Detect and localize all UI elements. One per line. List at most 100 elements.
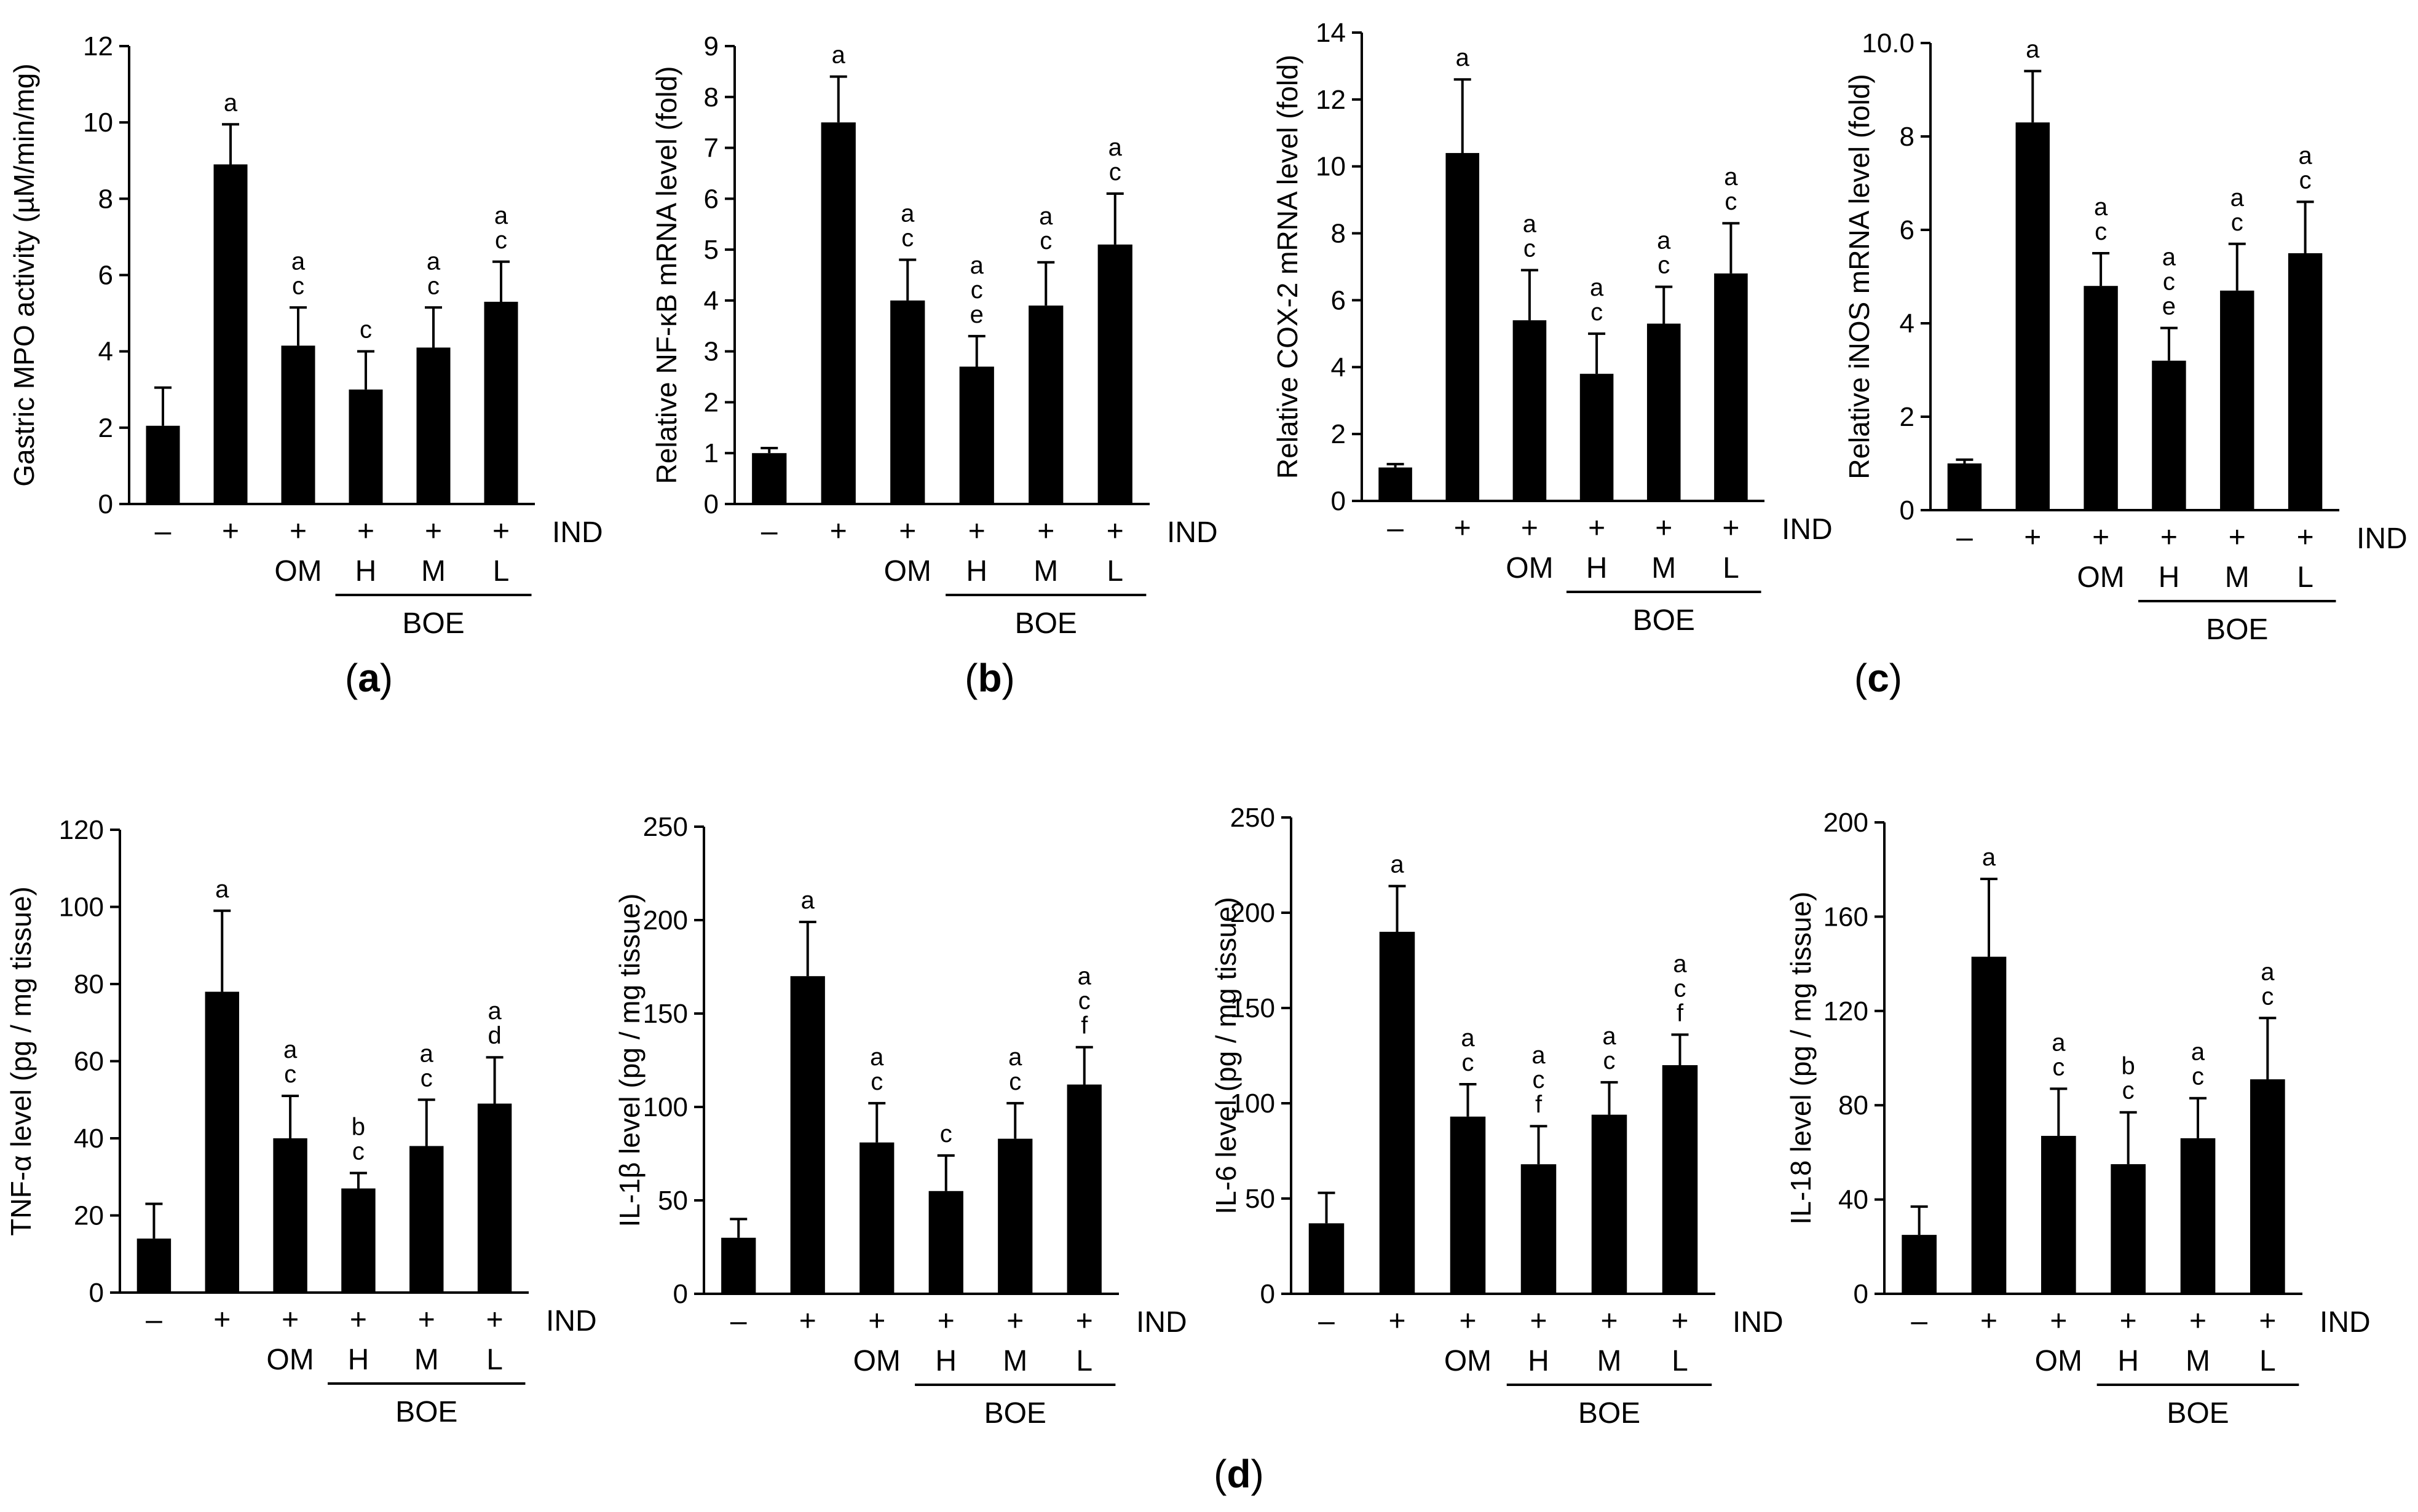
y-tick-label: 7 — [704, 133, 719, 163]
category-label: + — [968, 515, 986, 548]
y-tick-label: 150 — [643, 999, 688, 1029]
category-label: + — [425, 515, 442, 548]
y-tick-label: 6 — [98, 261, 113, 291]
bar — [1947, 463, 1982, 510]
y-tick-label: 250 — [1230, 803, 1275, 833]
category-label: + — [492, 515, 510, 548]
bar — [1445, 152, 1480, 501]
y-tick-label: 1 — [704, 438, 719, 468]
y-tick-label: 120 — [1823, 996, 1868, 1026]
category-label: + — [213, 1304, 231, 1336]
sub-label: M — [421, 555, 446, 588]
sub-label: OM — [884, 555, 931, 588]
category-label: + — [2024, 521, 2041, 554]
y-axis-title: Relative NF-κB mRNA level (fold) — [650, 66, 682, 484]
significance-letter: c — [901, 225, 914, 252]
significance-letter: c — [1590, 299, 1603, 326]
significance-letter: c — [352, 1138, 365, 1165]
bar — [2250, 1079, 2285, 1294]
bar — [2220, 290, 2254, 510]
significance-letter: a — [2230, 184, 2245, 211]
bar — [790, 976, 825, 1294]
bar — [1450, 1116, 1486, 1294]
treatment-label: IND — [1136, 1306, 1187, 1339]
bar — [349, 389, 383, 504]
category-label: + — [2229, 521, 2246, 554]
category-label: + — [1076, 1305, 1093, 1337]
significance-letter: c — [1674, 975, 1686, 1002]
category-label: – — [1318, 1305, 1335, 1337]
bar — [859, 1142, 895, 1294]
y-tick-label: 4 — [1331, 352, 1346, 382]
significance-letter: c — [292, 272, 304, 299]
y-axis-title: Gastric MPO activity (µM/min/mg) — [8, 63, 40, 486]
y-tick-label: 200 — [1230, 898, 1275, 928]
category-label: + — [1107, 515, 1124, 548]
significance-letter: a — [2191, 1039, 2205, 1066]
sub-label: L — [2297, 561, 2313, 594]
significance-letter: e — [2162, 293, 2176, 320]
y-tick-label: 0 — [98, 489, 113, 519]
y-tick-label: 40 — [1838, 1185, 1868, 1215]
significance-letter: a — [1461, 1025, 1475, 1052]
sub-label: M — [2225, 561, 2250, 594]
sub-label: L — [1672, 1345, 1688, 1377]
y-tick-label: 2 — [1900, 402, 1914, 432]
sub-label: M — [1003, 1345, 1027, 1377]
significance-letter: a — [291, 248, 306, 275]
y-tick-label: 2 — [98, 413, 113, 443]
category-label: + — [1521, 512, 1538, 545]
significance-letter: c — [2192, 1063, 2204, 1090]
category-label: – — [146, 1304, 162, 1336]
bar — [136, 1238, 172, 1293]
significance-letter: a — [1590, 274, 1604, 301]
treatment-label: IND — [1167, 516, 1218, 549]
significance-letter: c — [1657, 252, 1670, 279]
bar — [1520, 1164, 1557, 1294]
category-label: + — [868, 1305, 885, 1337]
bar — [205, 991, 239, 1293]
sub-label: OM — [274, 555, 322, 588]
sub-label: M — [414, 1344, 439, 1376]
y-tick-label: 12 — [1316, 85, 1346, 115]
significance-letter: a — [224, 89, 238, 116]
y-tick-label: 100 — [1230, 1089, 1275, 1119]
sub-label: L — [486, 1344, 503, 1376]
y-tick-label: 12 — [83, 31, 113, 61]
group-label: BOE — [395, 1396, 457, 1428]
significance-letter: c — [1523, 235, 1536, 262]
bar — [2180, 1138, 2216, 1294]
y-tick-label: 4 — [704, 286, 719, 316]
significance-letter: c — [495, 227, 507, 254]
y-axis-title: Relative iNOS mRNA level (fold) — [1843, 74, 1875, 479]
sub-label: M — [1651, 552, 1676, 585]
sub-label: M — [2186, 1345, 2210, 1377]
category-label: – — [1911, 1305, 1927, 1337]
y-tick-label: 100 — [59, 892, 104, 923]
y-tick-label: 0 — [1854, 1279, 1868, 1309]
category-label: + — [222, 515, 239, 548]
bar — [416, 347, 451, 504]
y-tick-label: 8 — [1331, 219, 1346, 249]
sub-label: M — [1597, 1345, 1622, 1377]
y-tick-label: 80 — [1838, 1090, 1868, 1120]
significance-letter: c — [360, 317, 372, 344]
group-label: BOE — [2167, 1397, 2229, 1430]
bar — [1579, 374, 1614, 501]
significance-letter: a — [2298, 142, 2312, 169]
category-label: + — [830, 515, 847, 548]
y-tick-label: 8 — [1900, 122, 1914, 152]
significance-letter: c — [1040, 227, 1052, 254]
y-tick-label: 40 — [74, 1124, 104, 1154]
significance-letter: c — [1109, 159, 1121, 186]
sub-label: L — [1723, 552, 1739, 585]
significance-letter: a — [283, 1036, 298, 1063]
bar — [213, 164, 248, 504]
significance-letter: f — [1677, 999, 1684, 1026]
bar — [721, 1237, 756, 1294]
sub-label: OM — [1506, 552, 1553, 585]
panel-b: 0 1 2 3 4 5 6 7 8 9 Relative NF-κB mRNA level (fol… — [650, 31, 1218, 640]
category-label: + — [2092, 521, 2109, 554]
bar — [1591, 1114, 1627, 1294]
bar — [409, 1146, 444, 1293]
